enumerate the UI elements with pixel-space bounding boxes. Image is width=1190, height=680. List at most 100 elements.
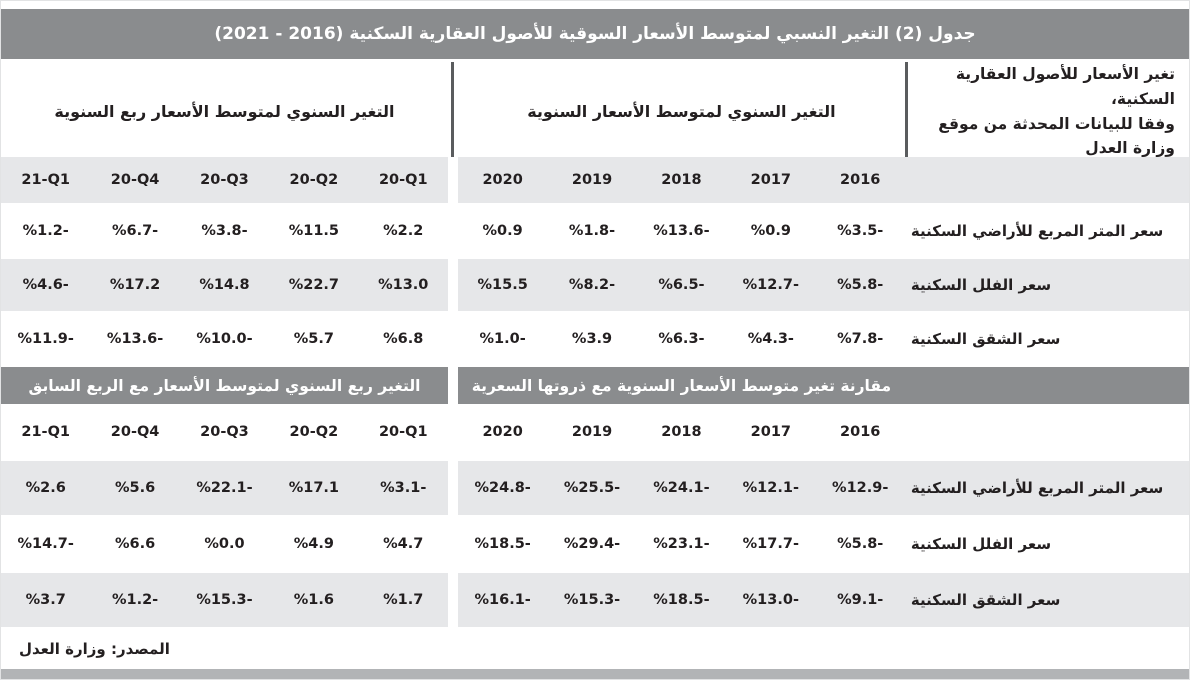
value-cell: %24.8- — [457, 461, 548, 515]
section-divider — [447, 367, 458, 404]
column-gap — [448, 404, 458, 459]
value-cell: %16.1- — [457, 573, 548, 627]
column-header: 21-Q1 — [21, 423, 70, 440]
table-row: %14.7- %6.6 %0.0 %4.9 %4.7 %18.5- %29.4-… — [1, 517, 1189, 571]
value-cell: %15.3- — [179, 573, 270, 627]
value-cell: %0.0 — [204, 536, 245, 552]
value-cell: %11.9- — [17, 331, 74, 347]
section-bar-fill — [904, 367, 1189, 404]
column-header: 20-Q1 — [378, 423, 428, 440]
value-cell: %13.6- — [653, 223, 710, 239]
value-cell: %13.0 — [358, 259, 448, 311]
column-header: 20-Q3 — [179, 157, 270, 203]
value-cell: %3.5- — [837, 223, 884, 239]
value-cell: %15.3- — [547, 573, 637, 627]
value-cell: %23.1- — [653, 536, 710, 552]
value-cell: %7.8- — [837, 331, 884, 347]
column-header-row: 21-Q1 20-Q4 20-Q3 20-Q2 20-Q1 2020 2019 … — [1, 157, 1189, 203]
column-header: 2016 — [815, 157, 905, 203]
section2-header-bar: التغير ربع السنوي لمتوسط الأسعار مع الرب… — [1, 367, 1189, 404]
value-cell: %1.2- — [90, 573, 180, 627]
top-margin-strip — [1, 1, 1189, 9]
column-gap — [448, 517, 458, 571]
column-header: 2017 — [726, 157, 816, 203]
value-cell: %3.7 — [1, 573, 91, 627]
value-cell: %22.1- — [179, 461, 270, 515]
value-cell: %3.1- — [358, 461, 448, 515]
column-header: 20-Q2 — [269, 157, 359, 203]
row-label: سعر الشقق السكنية — [910, 330, 1061, 348]
annual-peak-comparison-header: مقارنة تغير متوسط الأسعار السنوية مع ذرو… — [457, 367, 905, 404]
column-header: 2020 — [457, 157, 548, 203]
column-header: 2019 — [571, 423, 613, 440]
column-header: 20-Q4 — [110, 423, 160, 440]
value-cell: %9.1- — [815, 573, 905, 627]
value-cell: %15.5 — [457, 259, 548, 311]
value-cell: %4.7 — [383, 536, 424, 552]
column-gap — [447, 461, 458, 515]
value-cell: %6.8 — [383, 331, 424, 347]
column-header: 2020 — [482, 423, 523, 440]
value-cell: %1.6 — [269, 573, 359, 627]
table-row: %2.6 %5.6 %22.1- %17.1 %3.1- %24.8- %25.… — [1, 461, 1189, 515]
value-cell: %17.1 — [269, 461, 359, 515]
column-gap — [448, 205, 458, 257]
row-label: سعر المتر المربع للأراضي السكنية — [904, 461, 1189, 515]
value-cell: %29.4- — [563, 536, 621, 552]
value-cell: %18.5- — [474, 536, 531, 552]
column-header-empty — [904, 157, 1189, 203]
column-header: 20-Q1 — [358, 157, 448, 203]
value-cell: %2.2 — [383, 223, 424, 239]
footer: المصدر: وزارة العدل — [1, 629, 1189, 669]
value-cell: %22.7 — [269, 259, 359, 311]
bottom-strip — [1, 669, 1189, 679]
value-cell: %5.8- — [837, 536, 884, 552]
value-cell: %10.0- — [196, 331, 253, 347]
table-title: جدول (2) التغير النسبي لمتوسط الأسعار ال… — [214, 24, 976, 44]
table-row: %11.9- %13.6- %10.0- %5.7 %6.8 %1.0- %3.… — [1, 313, 1189, 365]
value-cell: %4.6- — [1, 259, 91, 311]
column-header: 20-Q4 — [90, 157, 180, 203]
value-cell: %14.8 — [179, 259, 270, 311]
value-cell: %5.7 — [293, 331, 334, 347]
row-label: سعر الفلل السكنية — [904, 259, 1189, 311]
column-header: 2016 — [840, 423, 881, 440]
column-header: 2018 — [636, 157, 727, 203]
value-cell: %25.5- — [547, 461, 637, 515]
table-row: %4.6- %17.2 %14.8 %22.7 %13.0 %15.5 %8.2… — [1, 259, 1189, 311]
value-cell: %4.9 — [293, 536, 334, 552]
value-cell: %18.5- — [636, 573, 727, 627]
label-column-header: تغير الأسعار للأصول العقارية السكنية، وف… — [904, 62, 1189, 162]
value-cell: %1.0- — [479, 331, 526, 347]
value-cell: %3.9 — [571, 331, 613, 347]
column-gap — [447, 573, 458, 627]
column-gap — [448, 313, 458, 365]
value-cell: %1.8- — [568, 223, 616, 239]
value-cell: %11.5 — [288, 223, 340, 239]
value-cell: %17.2 — [90, 259, 180, 311]
annual-section-header: التغير السنوي لمتوسط الأسعار السنوية — [527, 102, 836, 122]
source-note: المصدر: وزارة العدل — [19, 640, 170, 658]
column-header: 20-Q2 — [289, 423, 339, 440]
value-cell: %5.8- — [815, 259, 905, 311]
value-cell: %12.1- — [726, 461, 816, 515]
column-header: 21-Q1 — [1, 157, 91, 203]
quarterly-section-header: التغير السنوي لمتوسط الأسعار ربع السنوية — [54, 102, 395, 122]
value-cell: %4.3- — [747, 331, 794, 347]
value-cell: %0.9 — [482, 223, 523, 239]
value-cell: %6.3- — [658, 331, 705, 347]
value-cell: %17.7- — [742, 536, 799, 552]
value-cell: %12.7- — [726, 259, 816, 311]
row-label: سعر الشقق السكنية — [904, 573, 1189, 627]
header-row: التغير السنوي لمتوسط الأسعار ربع السنوية… — [1, 62, 1189, 162]
table-row: %1.2- %6.7- %3.8- %11.5 %2.2 %0.9 %1.8- … — [1, 205, 1189, 257]
value-cell: %13.6- — [106, 331, 164, 347]
value-cell: %1.7 — [358, 573, 448, 627]
value-cell: %3.8- — [201, 223, 248, 239]
table-row: %3.7 %1.2- %15.3- %1.6 %1.7 %16.1- %15.3… — [1, 573, 1189, 627]
value-cell: %6.6 — [114, 536, 156, 552]
column-gap — [447, 157, 458, 203]
row-label: سعر المتر المربع للأراضي السكنية — [910, 222, 1164, 240]
column-header-row: 21-Q1 20-Q4 20-Q3 20-Q2 20-Q1 2020 2019 … — [1, 404, 1189, 459]
